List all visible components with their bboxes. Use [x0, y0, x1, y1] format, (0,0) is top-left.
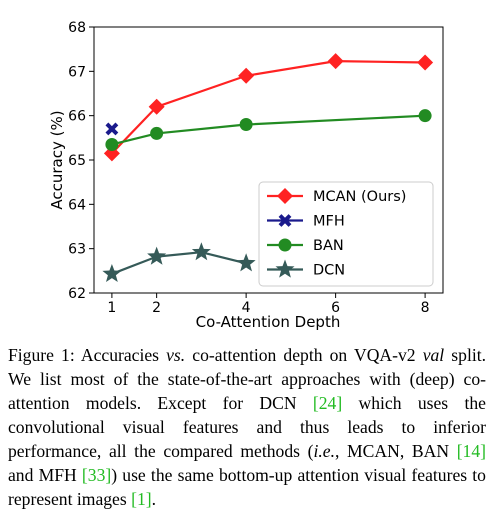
data-point [150, 126, 164, 140]
series-layer [102, 53, 434, 283]
legend-entry: MFH [267, 214, 345, 230]
y-tick-label: 66 [68, 109, 86, 125]
y-axis-label: Accuracy (%) [48, 110, 66, 209]
series-line [111, 251, 247, 275]
y-tick-label: 68 [68, 20, 86, 36]
data-point [418, 109, 432, 123]
x-tick-label: 1 [107, 300, 116, 316]
data-point [105, 137, 119, 151]
x-axis-ticks: 1 2 4 6 8 [107, 293, 430, 316]
y-tick-label: 63 [68, 242, 86, 258]
legend-marker [277, 188, 293, 204]
series-line [111, 114, 426, 146]
data-point [417, 54, 434, 71]
figure-caption: Figure 1: Accuracies vs. co-attention de… [8, 343, 486, 511]
legend-label: BAN [313, 238, 344, 254]
series-2 [105, 109, 432, 151]
series-1 [105, 122, 119, 136]
caption-text-8: . [151, 489, 157, 509]
citation-ban[interactable]: [14] [456, 441, 486, 461]
legend-marker [278, 214, 292, 227]
legend-label: MCAN (Ours) [313, 189, 406, 205]
caption-text-5: , MCAN, BAN [334, 441, 457, 461]
data-point [105, 122, 119, 136]
legend-label: DCN [313, 263, 345, 279]
legend-entry: BAN [267, 238, 344, 254]
legend-entry: DCN [267, 259, 345, 279]
legend-box [258, 181, 434, 287]
data-point [238, 67, 255, 84]
legend-marker [275, 259, 295, 278]
citation-bottom-up[interactable]: [1] [131, 489, 152, 509]
caption-val: val [422, 345, 445, 365]
data-point [148, 98, 165, 115]
data-point [147, 246, 167, 265]
data-point [327, 53, 344, 70]
caption-text-1: Accuracies [74, 345, 167, 365]
x-tick-label: 2 [152, 300, 161, 316]
citation-mfh[interactable]: [33] [81, 465, 112, 485]
caption-text-4: which uses the convolutional visual feat… [8, 393, 486, 461]
x-tick-label: 8 [421, 300, 430, 316]
data-point [236, 253, 256, 272]
caption-vs: vs. [166, 345, 186, 365]
y-tick-label: 65 [68, 153, 86, 169]
legend-label: MFH [313, 214, 345, 230]
series-3 [102, 242, 256, 283]
y-tick-label: 64 [68, 197, 86, 213]
caption-label: Figure 1: [8, 345, 75, 365]
caption-text-6: and MFH [8, 465, 82, 485]
x-tick-label: 6 [331, 300, 340, 316]
y-tick-label: 67 [68, 64, 86, 80]
legend-marker [278, 238, 292, 252]
x-tick-label: 4 [242, 300, 251, 316]
data-point [102, 263, 122, 283]
caption-text-3: split. We list most of the state-of-the-… [8, 345, 487, 413]
x-axis-label: Co-Attention Depth [196, 313, 341, 331]
series-0 [103, 53, 434, 162]
data-point [191, 242, 211, 261]
caption-text-7: ) use the same bottom-up attention visua… [8, 465, 486, 509]
caption-text-2: co-attention depth on VQA-v2 [185, 345, 423, 365]
y-axis-ticks: 62 63 64 65 66 67 68 [68, 20, 94, 302]
legend-entry: MCAN (Ours) [267, 188, 406, 205]
y-tick-label: 62 [68, 286, 86, 302]
data-point [239, 118, 253, 132]
caption-ie: i.e. [313, 441, 335, 461]
legend: MCAN (Ours) MFH BAN DCN [258, 181, 434, 287]
citation-dcn[interactable]: [24] [312, 393, 343, 413]
